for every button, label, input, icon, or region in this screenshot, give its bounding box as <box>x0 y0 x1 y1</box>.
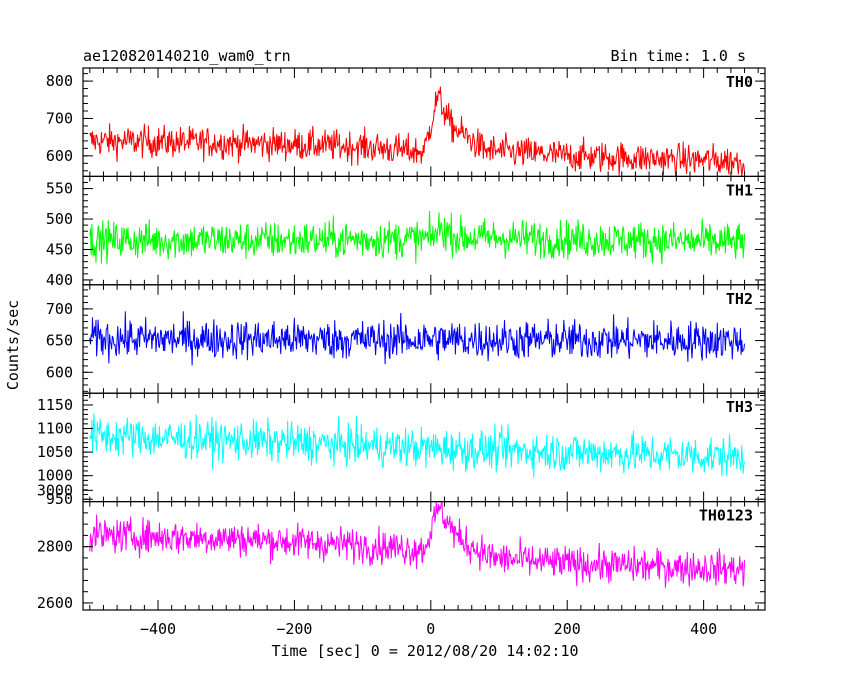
panel-label: TH3 <box>726 398 753 416</box>
y-tick-label: 800 <box>46 72 73 90</box>
y-tick-label: 1150 <box>37 396 73 414</box>
y-tick-label: 500 <box>46 210 73 228</box>
panel-frame <box>82 501 766 611</box>
y-tick-label: 2800 <box>37 538 73 556</box>
y-tick-label: 1050 <box>37 443 73 461</box>
y-tick-label: 950 <box>46 490 73 508</box>
series-line-th3 <box>89 413 745 478</box>
y-tick-label: 700 <box>46 300 73 318</box>
y-tick-label: 700 <box>46 109 73 127</box>
y-tick-label: 450 <box>46 240 73 258</box>
y-tick-label: 3000 <box>37 481 73 499</box>
series-line-th2 <box>89 311 745 366</box>
y-tick-label: 600 <box>46 147 73 165</box>
panels-group: 600 700 800 TH0 400 450 500 550 TH1 600 650 700 TH2 9… <box>37 67 766 638</box>
y-tick-label: 1000 <box>37 467 73 485</box>
series-line-th0123 <box>89 501 745 588</box>
y-tick-label: 400 <box>46 271 73 289</box>
y-axis-label: Counts/sec <box>4 300 22 390</box>
panel-label: TH2 <box>726 290 753 308</box>
y-tick-label: 550 <box>46 180 73 198</box>
panel-label: TH0 <box>726 73 753 91</box>
chart-title-right: Bin time: 1.0 s <box>611 47 746 65</box>
x-tick-label: 200 <box>554 620 581 638</box>
y-tick-label: 650 <box>46 332 73 350</box>
panel-label: TH1 <box>726 181 753 199</box>
x-tick-label: −200 <box>276 620 312 638</box>
series-line-th1 <box>89 210 745 265</box>
x-tick-label: −400 <box>140 620 176 638</box>
chart-title-left: ae120820140210_wam0_trn <box>83 47 291 65</box>
x-axis-label: Time [sec] 0 = 2012/08/20 14:02:10 <box>271 642 578 660</box>
x-tick-label: 400 <box>690 620 717 638</box>
y-tick-label: 600 <box>46 363 73 381</box>
panel-label: TH0123 <box>699 507 753 525</box>
y-tick-label: 1100 <box>37 420 73 438</box>
series-line-th0 <box>89 86 745 177</box>
y-tick-label: 2600 <box>37 594 73 612</box>
x-tick-label: 0 <box>426 620 435 638</box>
